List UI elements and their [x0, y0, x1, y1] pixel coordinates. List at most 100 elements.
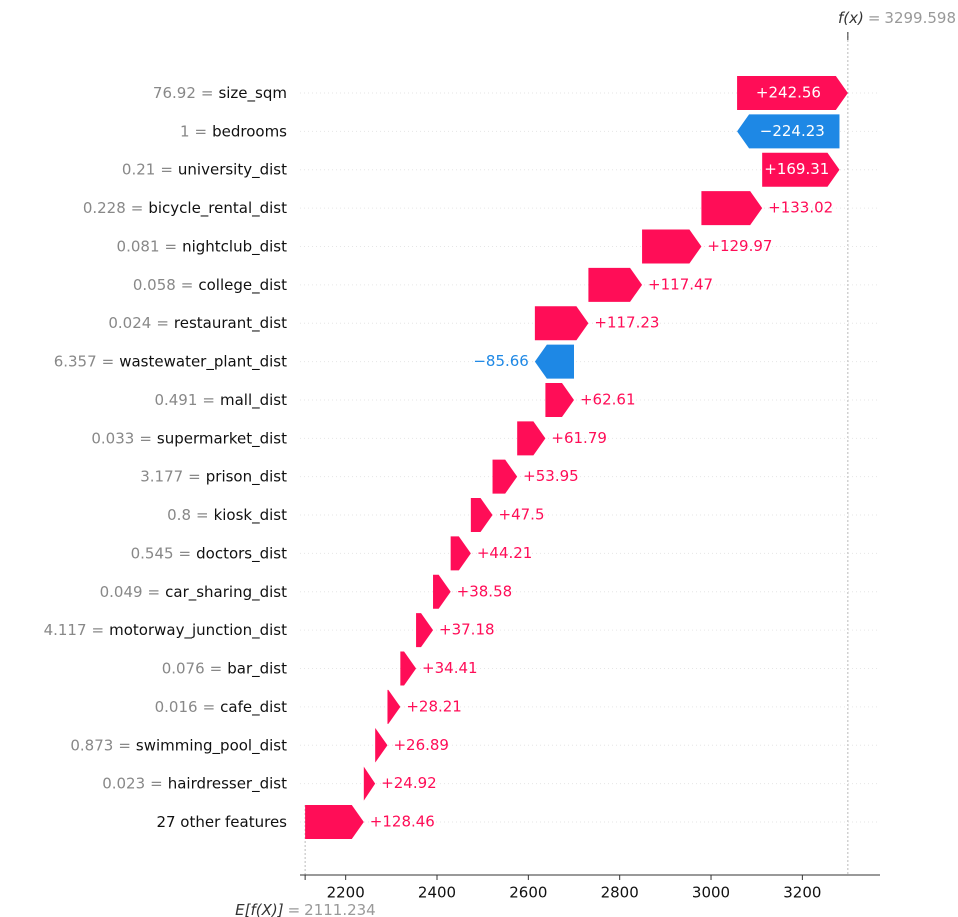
feature-name: size_sqm — [218, 84, 287, 103]
feature-value: 0.058 — [133, 275, 176, 293]
separator: = — [179, 544, 192, 562]
value-label: +37.18 — [439, 621, 495, 639]
bar — [433, 574, 451, 609]
feature-name: motorway_junction_dist — [109, 621, 287, 640]
feature-name: swimming_pool_dist — [136, 736, 287, 755]
feature-label: 76.92 = size_sqm — [153, 84, 287, 103]
separator: = — [160, 160, 173, 178]
feature-name: cafe_dist — [220, 697, 287, 716]
separator: = — [868, 9, 881, 27]
feature-label: 0.033 = supermarket_dist — [91, 429, 287, 448]
value-label: +128.46 — [370, 813, 435, 831]
value-label: +44.21 — [477, 544, 533, 562]
feature-label: 0.491 = mall_dist — [154, 390, 287, 409]
value-label: +26.89 — [393, 736, 449, 754]
bar — [737, 76, 848, 110]
bar — [470, 498, 493, 533]
bar — [450, 536, 471, 571]
value-label: −224.23 — [760, 122, 825, 140]
base-value: 2111.234 — [304, 901, 376, 917]
bar — [517, 421, 546, 456]
feature-value: 0.049 — [100, 582, 143, 600]
bar — [737, 114, 840, 149]
x-tick-label: 2600 — [509, 884, 547, 902]
feature-name: doctors_dist — [196, 544, 287, 563]
feature-value: 0.8 — [167, 506, 191, 524]
bar — [387, 689, 401, 724]
separator: = — [210, 659, 223, 677]
feature-value: 3.177 — [140, 467, 183, 485]
separator: = — [201, 84, 214, 102]
value-label: +129.97 — [707, 237, 772, 255]
feature-label: 0.873 = swimming_pool_dist — [70, 736, 287, 755]
separator: = — [139, 429, 152, 447]
separator: = — [288, 901, 301, 917]
value-label: +169.31 — [764, 160, 829, 178]
separator: = — [165, 237, 178, 255]
bar — [375, 728, 388, 763]
feature-label: 0.023 = hairdresser_dist — [102, 774, 287, 793]
value-label: +61.79 — [551, 429, 607, 447]
feature-label: 0.016 = cafe_dist — [155, 697, 287, 716]
feature-name: bar_dist — [227, 659, 287, 678]
x-tick-label: 3200 — [783, 884, 821, 902]
separator: = — [203, 697, 216, 715]
feature-name: car_sharing_dist — [165, 582, 287, 601]
feature-value: 6.357 — [54, 352, 97, 370]
feature-name: hairdresser_dist — [168, 774, 287, 793]
separator: = — [102, 352, 115, 370]
feature-label: 0.049 = car_sharing_dist — [100, 582, 288, 601]
feature-name: supermarket_dist — [157, 429, 287, 448]
base-label: E[f(X)] = 2111.234 — [235, 901, 376, 917]
feature-name: university_dist — [178, 160, 287, 179]
separator: = — [150, 774, 163, 792]
value-label: +47.5 — [499, 506, 545, 524]
feature-name: prison_dist — [206, 467, 287, 486]
bar — [534, 344, 574, 379]
value-label: +53.95 — [523, 467, 579, 485]
feature-value: 0.024 — [108, 314, 151, 332]
feature-name: wastewater_plant_dist — [119, 352, 287, 371]
value-label: +62.61 — [580, 390, 636, 408]
x-tick-label: 2400 — [418, 884, 456, 902]
feature-name: nightclub_dist — [182, 237, 287, 256]
value-label: +28.21 — [406, 697, 462, 715]
bar — [363, 766, 376, 801]
separator: = — [131, 199, 144, 217]
separator: = — [195, 122, 208, 140]
separator: = — [156, 314, 169, 332]
feature-label: 0.8 = kiosk_dist — [167, 506, 287, 525]
feature-value: 0.228 — [83, 199, 126, 217]
feature-value: 0.016 — [155, 697, 198, 715]
bar — [701, 191, 763, 226]
feature-label: 4.117 = motorway_junction_dist — [44, 621, 288, 640]
feature-label: 6.357 = wastewater_plant_dist — [54, 352, 287, 371]
feature-name: bicycle_rental_dist — [148, 199, 287, 218]
feature-value: 0.873 — [70, 736, 113, 754]
separator: = — [196, 506, 209, 524]
value-label: +34.41 — [422, 659, 478, 677]
separator: = — [148, 582, 161, 600]
value-label: +24.92 — [381, 774, 437, 792]
value-label: −85.66 — [473, 352, 529, 370]
separator: = — [202, 390, 215, 408]
bar — [400, 651, 417, 686]
base-name: E[f(X)] — [235, 901, 284, 917]
bar — [588, 267, 643, 302]
feature-name: mall_dist — [220, 390, 287, 409]
bar — [492, 459, 518, 494]
feature-name: 27 other features — [156, 813, 287, 831]
feature-value: 76.92 — [153, 84, 196, 102]
feature-label: 0.076 = bar_dist — [162, 659, 287, 678]
value-label: +242.56 — [756, 84, 821, 102]
value-label: +117.47 — [648, 275, 713, 293]
feature-name: kiosk_dist — [214, 506, 288, 525]
separator: = — [188, 467, 201, 485]
bar — [762, 152, 840, 187]
feature-label: 0.228 = bicycle_rental_dist — [83, 199, 287, 218]
feature-label: 27 other features — [156, 813, 287, 831]
bar — [534, 306, 589, 341]
value-label: +133.02 — [768, 199, 833, 217]
separator: = — [92, 621, 105, 639]
